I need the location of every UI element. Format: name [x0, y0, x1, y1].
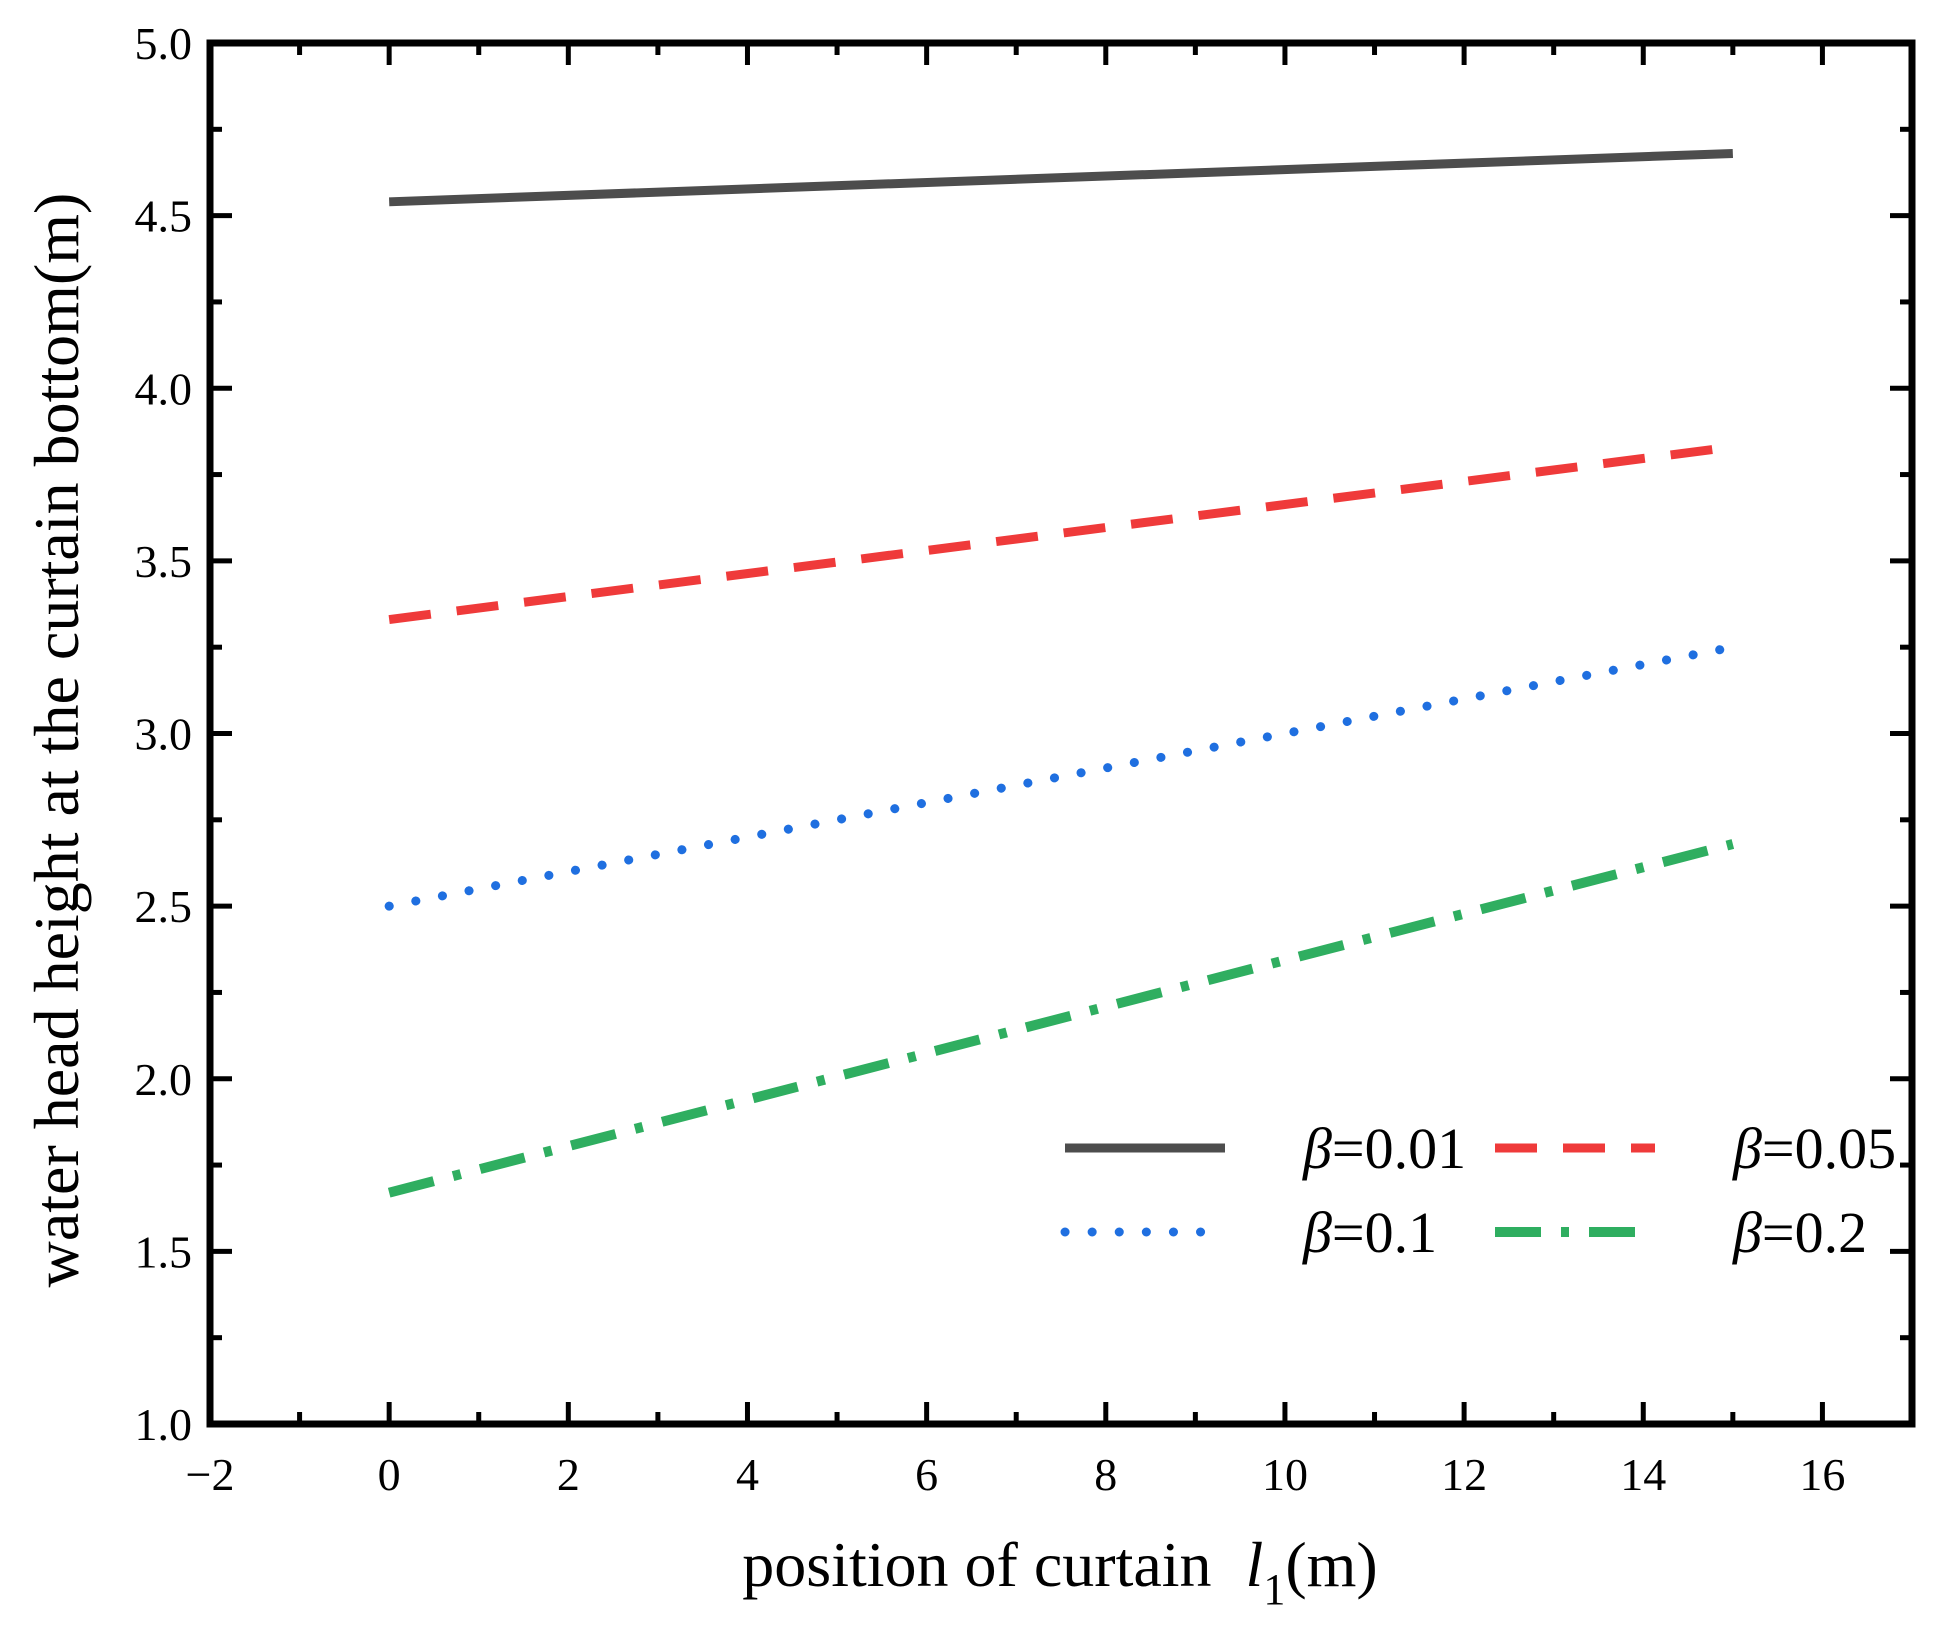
legend-value: =0.01	[1332, 1116, 1466, 1181]
y-tick-label: 3.5	[135, 536, 193, 587]
series-line-4	[387, 839, 1735, 1198]
x-tick-label: 12	[1441, 1449, 1487, 1500]
legend: β=0.01 β=0.05β=0.1 β=0.2	[1060, 1116, 1896, 1265]
legend-item-4: β=0.2	[1495, 1200, 1867, 1265]
y-tick-label: 1.0	[135, 1399, 193, 1450]
y-tick-label: 3.0	[135, 709, 193, 760]
x-tick-label: 8	[1094, 1449, 1117, 1500]
y-tick-label: 1.5	[135, 1226, 193, 1277]
y-tick-label: 5.0	[135, 18, 193, 69]
y-tick-label: 4.5	[135, 191, 193, 242]
legend-label: β=0.01	[1302, 1116, 1466, 1181]
x-tick-label: 0	[378, 1449, 401, 1500]
legend-value: =0.1	[1332, 1200, 1437, 1265]
legend-value: =0.2	[1762, 1200, 1867, 1265]
legend-label: β=0.05	[1732, 1116, 1896, 1181]
legend-symbol: β	[1302, 1116, 1332, 1181]
series-line-3	[384, 642, 1738, 911]
y-tick-label: 2.0	[135, 1054, 193, 1105]
x-tick-label: −2	[186, 1449, 235, 1500]
tick-labels: −2 0 2 4 6 8 10 12 14 16 1.0 1.5 2.0 2.5 3.0 3.5 4.0 4.5 5…	[135, 18, 1846, 1500]
legend-item-3: β=0.1	[1060, 1200, 1437, 1265]
plot-lines	[384, 148, 1738, 1198]
x-tick-label: 4	[736, 1449, 759, 1500]
x-axis-title-text: position of curtain	[742, 1529, 1211, 1600]
series-line-1	[388, 148, 1734, 207]
x-tick-label: 14	[1620, 1449, 1666, 1500]
legend-label: β=0.2	[1732, 1200, 1867, 1265]
legend-symbol: β	[1732, 1116, 1762, 1181]
x-axis-title-subscript: 1	[1263, 1565, 1285, 1614]
x-axis-title: position of curtain l1(m)	[742, 1529, 1377, 1614]
series-line-2	[388, 442, 1734, 625]
legend-symbol: β	[1732, 1200, 1762, 1265]
legend-symbol: β	[1302, 1200, 1332, 1265]
y-tick-label: 2.5	[135, 881, 193, 932]
y-axis-title: water head height at the curtain bottom(…	[21, 193, 92, 1288]
x-axis-title-unit: (m)	[1285, 1529, 1377, 1600]
x-tick-label: 2	[557, 1449, 580, 1500]
x-axis-title-symbol: l	[1246, 1529, 1264, 1600]
legend-item-1: β=0.01	[1065, 1116, 1466, 1181]
legend-label: β=0.1	[1302, 1200, 1437, 1265]
x-tick-label: 16	[1799, 1449, 1845, 1500]
x-tick-label: 10	[1262, 1449, 1308, 1500]
legend-item-2: β=0.05	[1495, 1116, 1896, 1181]
plot-frame	[206, 39, 1916, 1428]
legend-value: =0.05	[1762, 1116, 1896, 1181]
y-tick-label: 4.0	[135, 363, 193, 414]
x-tick-label: 6	[915, 1449, 938, 1500]
axis-ticks	[207, 40, 1912, 1427]
